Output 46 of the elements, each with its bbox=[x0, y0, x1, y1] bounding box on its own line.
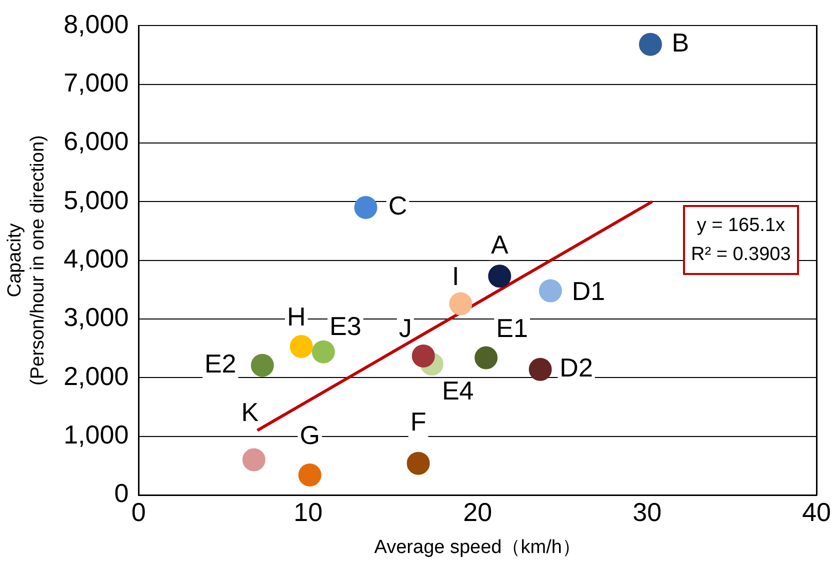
y-tick-label: 4,000 bbox=[64, 243, 129, 274]
point bbox=[488, 264, 512, 288]
x-tick-label: 10 bbox=[294, 496, 323, 527]
x-tick-label: 30 bbox=[632, 496, 662, 527]
y-tick-label: 2,000 bbox=[64, 360, 129, 391]
y-tick-label: 1,000 bbox=[64, 419, 129, 450]
point bbox=[406, 452, 430, 475]
series-label: E3 bbox=[329, 311, 362, 342]
point bbox=[528, 358, 552, 381]
series-label: D1 bbox=[572, 276, 606, 306]
x-tick-label: 20 bbox=[463, 496, 492, 527]
series-label: I bbox=[452, 260, 460, 291]
series-label: B bbox=[672, 28, 690, 58]
point bbox=[474, 346, 498, 370]
y-tick-label: 7,000 bbox=[64, 67, 129, 98]
annotation: y = 165.1x bbox=[696, 214, 786, 238]
point bbox=[290, 335, 313, 358]
x-tick-label: 40 bbox=[802, 496, 831, 527]
series-label: E1 bbox=[496, 312, 528, 343]
point bbox=[638, 32, 662, 56]
point bbox=[298, 464, 322, 487]
series-label: J bbox=[398, 313, 412, 344]
point bbox=[538, 279, 562, 302]
point bbox=[250, 354, 274, 377]
point bbox=[449, 292, 472, 316]
y-tick-label: 6,000 bbox=[64, 126, 129, 156]
series-label: A bbox=[490, 229, 509, 260]
series-label: H bbox=[286, 302, 306, 332]
series-label: C bbox=[388, 190, 408, 221]
point bbox=[412, 344, 435, 368]
y-tick-label: 5,000 bbox=[64, 184, 129, 215]
point bbox=[242, 448, 266, 472]
y-tick-label: 0 bbox=[114, 478, 129, 508]
y-tick-label: 3,000 bbox=[64, 302, 129, 332]
series-label: F bbox=[410, 406, 426, 436]
annotation: R² = 0.3903 bbox=[691, 243, 791, 267]
y-axis-title: Capacity (Person/hour in one direction) bbox=[4, 135, 48, 386]
series-label: G bbox=[300, 420, 320, 450]
series-label: E2 bbox=[204, 348, 236, 378]
point bbox=[312, 340, 335, 364]
series-label: K bbox=[241, 396, 260, 427]
series-label: D2 bbox=[560, 352, 593, 383]
y-tick-label: 8,000 bbox=[64, 8, 129, 39]
series-label: E4 bbox=[442, 375, 474, 406]
point bbox=[354, 196, 378, 219]
x-axis-title: Average speed（km/h） bbox=[374, 536, 581, 558]
